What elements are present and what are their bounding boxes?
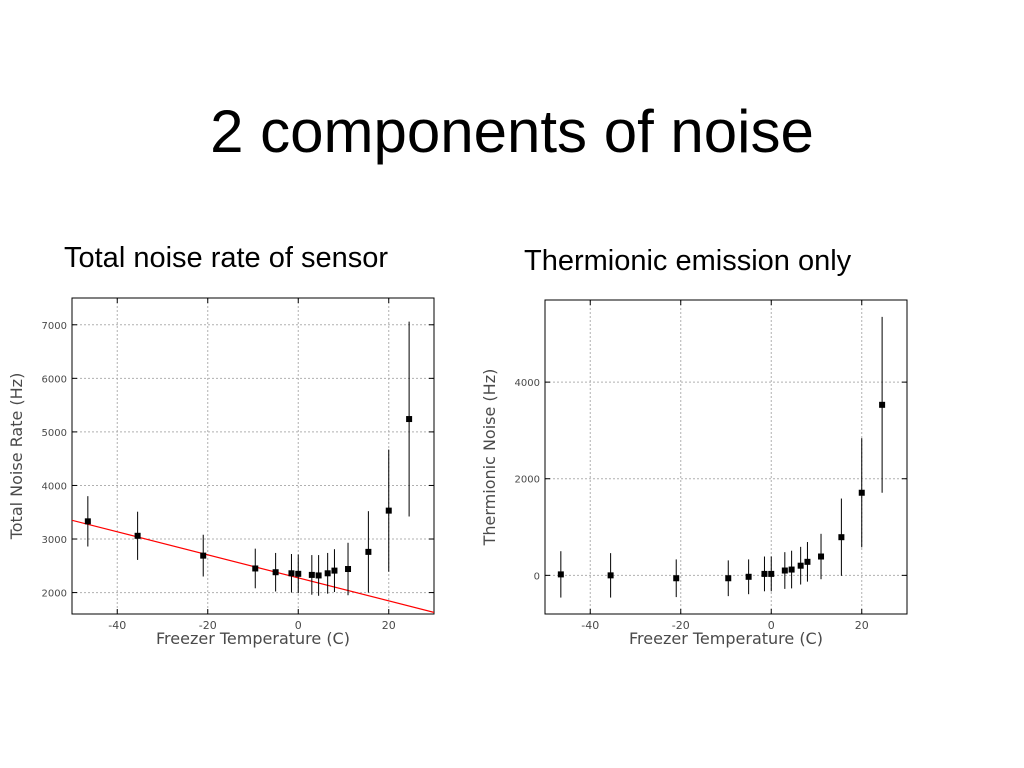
data-point [406, 416, 413, 423]
x-tick-label: 20 [382, 619, 396, 632]
data-point [858, 489, 865, 496]
data-point [324, 570, 331, 577]
data-point [365, 548, 372, 555]
y-axis-label: Total Noise Rate (Hz) [7, 373, 26, 541]
y-tick-label: 6000 [42, 374, 67, 385]
x-tick-label: 0 [768, 619, 775, 632]
y-tick-label: 7000 [42, 321, 67, 332]
data-point [315, 572, 322, 579]
data-point [725, 575, 732, 582]
y-tick-label: 4000 [42, 481, 67, 492]
data-point [761, 570, 768, 577]
data-point [745, 573, 752, 580]
data-point [385, 507, 392, 514]
plot-frame [544, 299, 908, 615]
right-chart-subtitle: Thermionic emission only [524, 245, 852, 277]
data-point [797, 562, 804, 569]
data-point [134, 532, 141, 539]
slide-title: 2 components of noise [210, 98, 814, 165]
data-point [768, 570, 775, 577]
data-point [295, 570, 302, 577]
y-tick-label: 0 [534, 571, 540, 582]
data-point [804, 558, 811, 565]
data-point [288, 570, 295, 577]
y-tick-label: 5000 [42, 428, 67, 439]
x-tick-label: -40 [108, 619, 126, 632]
data-point [788, 566, 795, 573]
left-chart-subtitle: Total noise rate of sensor [64, 242, 389, 274]
data-point [818, 553, 825, 560]
data-point [200, 552, 207, 559]
data-point [781, 567, 788, 574]
data-point [673, 575, 680, 582]
plot-frame [71, 297, 435, 615]
x-tick-label: 20 [855, 619, 869, 632]
data-point [345, 566, 352, 573]
y-tick-label: 2000 [42, 589, 67, 600]
data-point [838, 534, 845, 541]
y-tick-label: 3000 [42, 535, 67, 546]
data-point [252, 565, 259, 572]
data-point [272, 569, 279, 576]
data-point [84, 518, 91, 525]
data-point [557, 571, 564, 578]
x-tick-label: -40 [581, 619, 599, 632]
data-point [308, 571, 315, 578]
y-tick-label: 2000 [515, 475, 540, 486]
data-point [331, 567, 338, 574]
x-tick-label: -20 [672, 619, 690, 632]
y-tick-label: 4000 [515, 378, 540, 389]
data-point [879, 401, 886, 408]
data-point [607, 572, 614, 579]
x-tick-label: 0 [295, 619, 302, 632]
x-tick-label: -20 [199, 619, 217, 632]
y-axis-label: Thermionic Noise (Hz) [480, 369, 499, 547]
x-axis-label: Freezer Temperature (C) [629, 629, 823, 648]
x-axis-label: Freezer Temperature (C) [156, 629, 350, 648]
